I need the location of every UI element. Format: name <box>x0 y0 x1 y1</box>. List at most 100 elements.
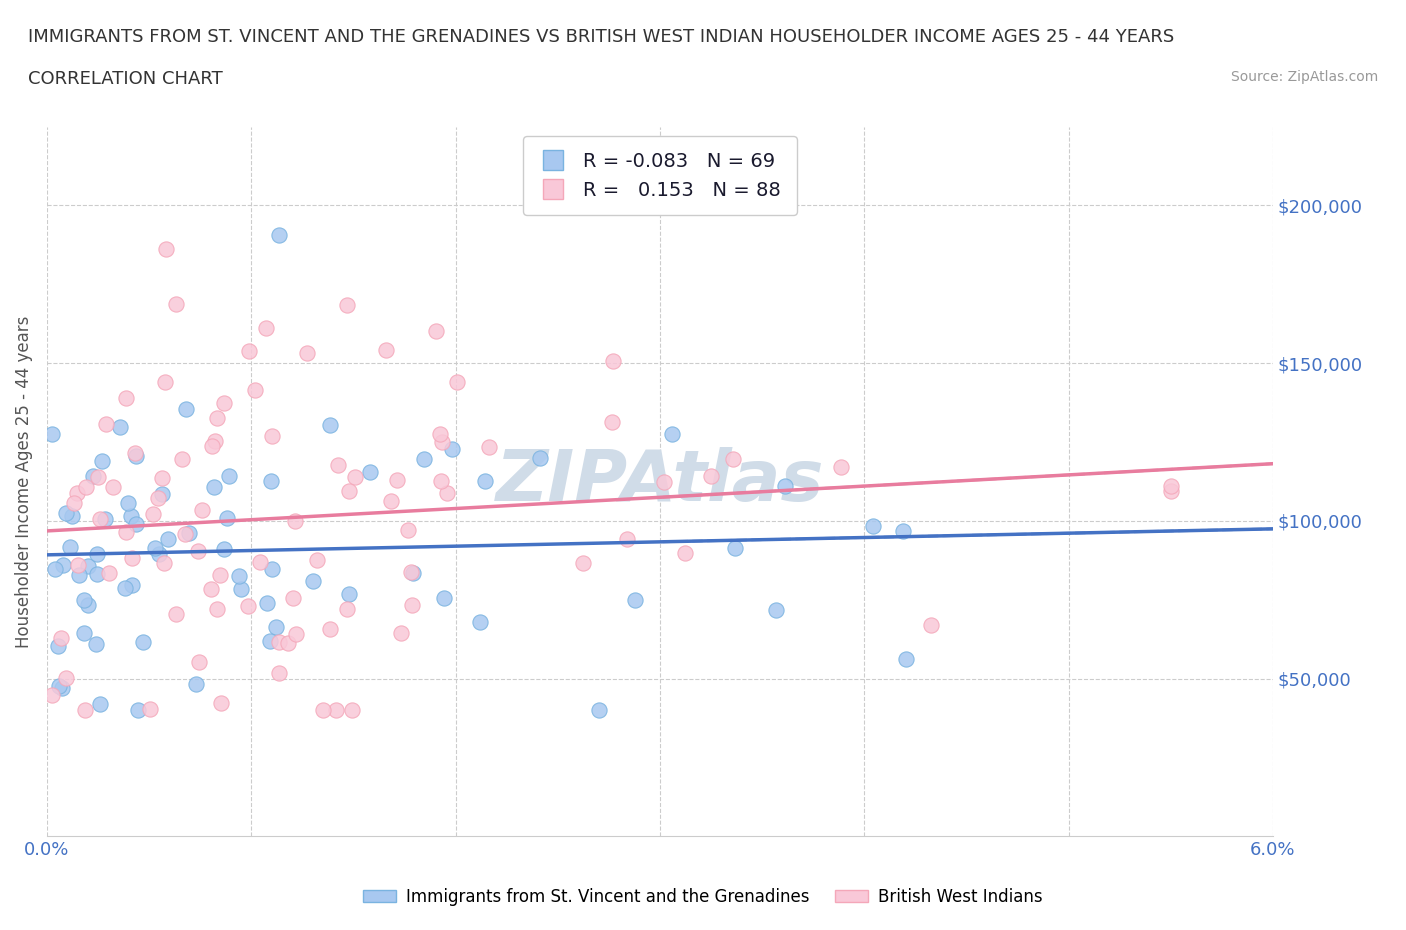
Point <box>41 687 63 702</box>
Text: IMMIGRANTS FROM ST. VINCENT AND THE GRENADINES VS BRITISH WEST INDIAN HOUSEHOLDE: IMMIGRANTS FROM ST. VINCENT AND THE GREN… <box>28 28 1174 46</box>
Point <box>46 639 69 654</box>
Point <box>652 474 675 489</box>
Point <box>1160 484 1182 498</box>
Point <box>201 438 224 453</box>
Point <box>336 601 359 616</box>
Point <box>724 540 747 555</box>
Point <box>281 591 304 605</box>
Point <box>84 637 107 652</box>
Text: Source: ZipAtlas.com: Source: ZipAtlas.com <box>1230 70 1378 84</box>
Point <box>375 343 398 358</box>
Point <box>474 473 496 488</box>
Point <box>264 619 287 634</box>
Point <box>325 703 347 718</box>
Point <box>269 665 291 680</box>
Legend: R = -0.083   N = 69, R =   0.153   N = 88: R = -0.083 N = 69, R = 0.153 N = 88 <box>523 137 797 215</box>
Point <box>86 546 108 561</box>
Point <box>721 452 744 467</box>
Point <box>259 634 281 649</box>
Point <box>267 227 290 242</box>
Point <box>616 532 638 547</box>
Point <box>66 558 89 573</box>
Point <box>51 680 73 695</box>
Point <box>48 679 70 694</box>
Point <box>77 558 100 573</box>
Point <box>699 469 721 484</box>
Point <box>336 298 359 312</box>
Point <box>188 655 211 670</box>
Point <box>387 472 409 487</box>
Point <box>73 626 96 641</box>
Point <box>572 555 595 570</box>
Point <box>212 395 235 410</box>
Point <box>67 567 90 582</box>
Text: CORRELATION CHART: CORRELATION CHART <box>28 70 224 87</box>
Point <box>208 567 231 582</box>
Point <box>238 343 260 358</box>
Point <box>132 634 155 649</box>
Point <box>153 555 176 570</box>
Point <box>1160 479 1182 494</box>
Point <box>600 415 623 430</box>
Point <box>77 598 100 613</box>
Point <box>117 495 139 510</box>
Point <box>87 470 110 485</box>
Point <box>165 606 187 621</box>
Point <box>429 427 451 442</box>
Point <box>307 552 329 567</box>
Point <box>436 485 458 500</box>
Point <box>73 703 96 718</box>
Point <box>624 592 647 607</box>
Point <box>260 474 283 489</box>
Point <box>529 451 551 466</box>
Point <box>97 565 120 580</box>
Point <box>82 469 104 484</box>
Point <box>204 480 226 495</box>
Point <box>218 469 240 484</box>
Point <box>285 627 308 642</box>
Point <box>59 540 82 555</box>
Point <box>337 587 360 602</box>
Point <box>62 496 84 511</box>
Point <box>110 419 132 434</box>
Point <box>236 599 259 614</box>
Point <box>894 652 917 667</box>
Point <box>146 490 169 505</box>
Point <box>125 516 148 531</box>
Point <box>342 703 364 718</box>
Legend: Immigrants from St. Vincent and the Grenadines, British West Indians: Immigrants from St. Vincent and the Gren… <box>357 881 1049 912</box>
Point <box>588 703 610 718</box>
Point <box>468 615 491 630</box>
Point <box>143 540 166 555</box>
Y-axis label: Householder Income Ages 25 - 44 years: Householder Income Ages 25 - 44 years <box>15 315 32 647</box>
Point <box>187 544 209 559</box>
Point <box>156 532 179 547</box>
Point <box>402 565 425 580</box>
Point <box>212 541 235 556</box>
Point <box>344 470 367 485</box>
Point <box>139 701 162 716</box>
Point <box>446 375 468 390</box>
Point <box>179 525 201 540</box>
Point <box>312 703 335 718</box>
Point <box>165 297 187 312</box>
Point <box>297 346 319 361</box>
Point <box>55 671 77 685</box>
Point <box>441 442 464 457</box>
Point <box>430 434 453 449</box>
Point <box>249 554 271 569</box>
Point <box>318 418 340 432</box>
Point <box>205 411 228 426</box>
Point <box>260 429 283 444</box>
Point <box>124 445 146 460</box>
Point <box>602 353 624 368</box>
Point <box>862 518 884 533</box>
Point <box>830 459 852 474</box>
Point <box>186 676 208 691</box>
Point <box>661 427 683 442</box>
Point <box>153 375 176 390</box>
Point <box>94 512 117 526</box>
Point <box>75 479 97 494</box>
Point <box>52 558 75 573</box>
Point <box>425 324 447 339</box>
